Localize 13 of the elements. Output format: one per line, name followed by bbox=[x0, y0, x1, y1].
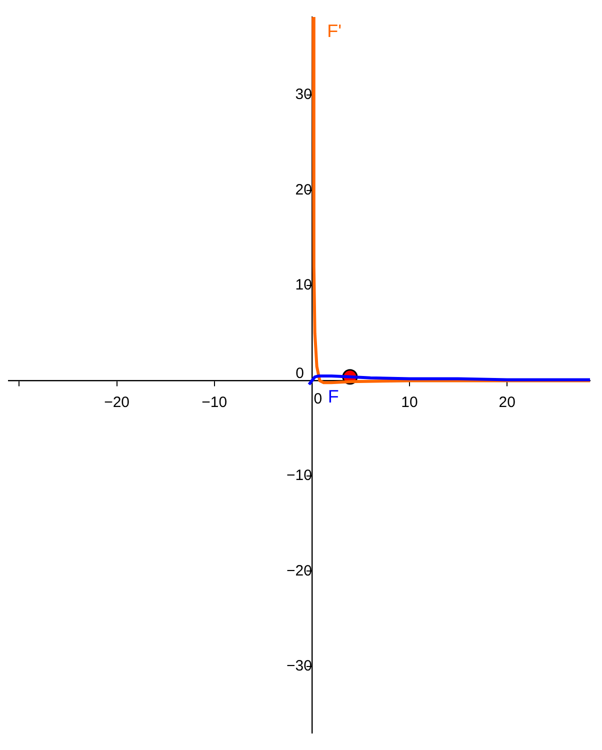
y-tick-label: 20 bbox=[295, 181, 312, 198]
series-label: F' bbox=[327, 20, 342, 41]
y-tick-label: 0 bbox=[296, 364, 304, 382]
y-tick-label: 30 bbox=[295, 86, 312, 104]
y-tick-label: 10 bbox=[295, 276, 312, 294]
y-tick-label: −20 bbox=[286, 562, 312, 580]
x-tick-label: 10 bbox=[401, 394, 418, 411]
y-tick-label: −30 bbox=[286, 657, 312, 674]
x-tick-label: −20 bbox=[104, 394, 130, 411]
x-tick-label: −10 bbox=[202, 394, 228, 411]
series-label: F bbox=[328, 386, 339, 407]
x-tick-label: 20 bbox=[498, 394, 516, 411]
y-tick-label: −10 bbox=[286, 467, 312, 484]
